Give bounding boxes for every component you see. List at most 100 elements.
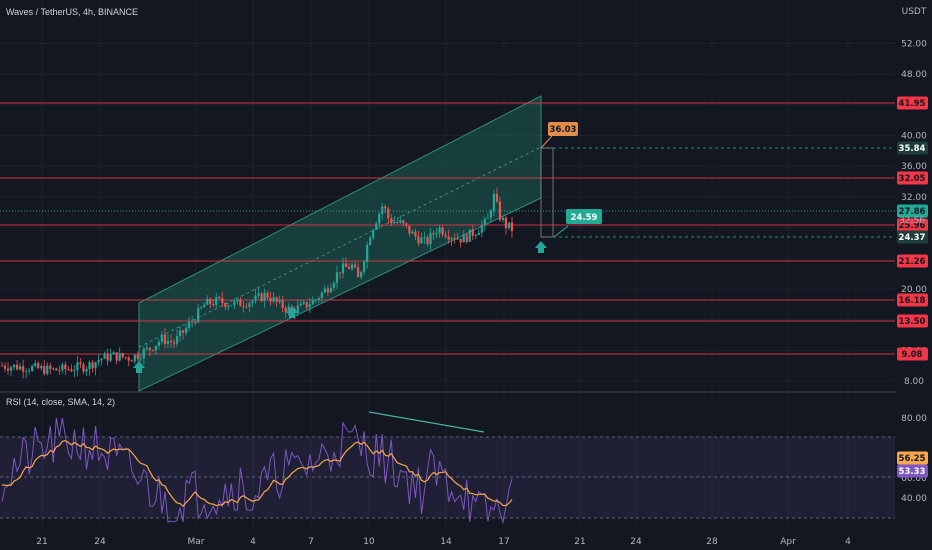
time-scale-bg — [0, 530, 932, 550]
candle-body — [296, 305, 299, 314]
candle-body — [76, 362, 79, 371]
level-tag-text: 41.95 — [899, 99, 926, 109]
candle-body — [402, 220, 405, 224]
candle-body — [97, 360, 100, 363]
candle-body — [58, 370, 61, 372]
candle-body — [94, 362, 97, 369]
candle-body — [456, 238, 459, 240]
price-tick-label: 40.00 — [901, 132, 927, 142]
candle-body — [332, 282, 336, 289]
buy-arrows — [133, 241, 547, 373]
candle-body — [432, 232, 435, 235]
rsi-indicator-title: RSI (14, close, SMA, 14, 2) — [6, 397, 116, 407]
candle-body — [109, 354, 112, 361]
level-tag — [897, 218, 928, 232]
candle-body — [64, 364, 67, 370]
rsi-sma-value-tag-text: 53.33 — [899, 467, 926, 477]
candle-body — [0, 365, 4, 367]
rsi-line — [1, 417, 513, 524]
candle-body — [338, 272, 342, 274]
candle-body — [269, 297, 272, 302]
up-arrow-icon — [535, 241, 547, 253]
callout-pointer — [540, 135, 553, 149]
candle-body — [314, 299, 317, 301]
candle-body — [486, 217, 489, 219]
candle-body — [435, 233, 438, 235]
price-scale: USDT52.0048.0044.0040.0036.0032.0028.002… — [897, 0, 932, 550]
candle-body — [215, 297, 218, 306]
candle-body — [347, 267, 351, 269]
candle-body — [70, 369, 73, 372]
candle-body — [136, 354, 139, 359]
candle-body — [103, 353, 106, 359]
candle-body — [287, 306, 290, 312]
level-tag-text: 21.26 — [899, 257, 926, 267]
price-tick-label: 52.00 — [901, 40, 927, 50]
candle-body — [260, 293, 263, 302]
candle-body — [411, 231, 414, 234]
candle-body — [112, 352, 115, 355]
candle-body — [308, 304, 311, 308]
candle-body — [366, 244, 369, 262]
candle-body — [426, 237, 429, 244]
countdown-label: 32:56 — [899, 216, 925, 226]
candle-body — [248, 303, 251, 308]
candle-body — [100, 358, 103, 361]
candle-body — [28, 370, 31, 372]
candle-body — [465, 234, 468, 242]
candle-body — [483, 218, 486, 226]
candle-body — [142, 349, 145, 359]
candle-body — [91, 362, 94, 369]
candle-body — [52, 368, 55, 370]
rsi-sma-line — [1, 439, 513, 508]
candle-body — [360, 271, 363, 278]
candle-body — [372, 229, 375, 238]
candle-body — [224, 302, 227, 308]
level-tag — [897, 96, 928, 110]
candle-body — [390, 218, 393, 224]
target-high-callout — [548, 122, 578, 136]
candle-body — [34, 363, 37, 367]
candle-body — [317, 298, 320, 300]
candle-body — [160, 334, 164, 342]
candle-body — [85, 368, 88, 372]
candle-body — [341, 263, 345, 274]
symbol-title: Waves / TetherUS, 4h, BINANCE — [6, 7, 139, 17]
price-tick-label: 36.00 — [901, 162, 927, 172]
candle-body — [233, 301, 236, 306]
candle-body — [480, 225, 483, 233]
candle-body — [510, 222, 514, 232]
channel-midline — [138, 146, 542, 348]
candle-body — [151, 349, 154, 351]
candle-body — [209, 298, 212, 305]
time-tick-label: 7 — [308, 537, 314, 547]
candle-body — [438, 227, 441, 234]
candle-body — [73, 370, 76, 372]
candle-body — [37, 363, 40, 369]
level-tag — [897, 293, 928, 307]
candle-body — [257, 293, 260, 296]
currency-label: USDT — [902, 7, 927, 17]
candle-body — [384, 206, 387, 209]
candle-body — [326, 288, 330, 293]
candle-body — [163, 334, 167, 344]
time-tick-label: 21 — [574, 537, 585, 547]
level-tag — [897, 171, 928, 185]
candle-body — [227, 305, 230, 308]
candle-body — [88, 362, 91, 369]
candle-body — [31, 366, 34, 371]
level-tag — [897, 254, 928, 268]
candle-body — [197, 308, 200, 323]
candle-body — [82, 364, 85, 372]
level-tag-text: 16.18 — [899, 296, 926, 306]
candle-body — [477, 232, 480, 235]
candle-body — [154, 345, 158, 351]
price-tick-label: 48.00 — [901, 70, 927, 80]
time-tick-label: 14 — [440, 537, 452, 547]
time-tick-label: 4 — [250, 537, 256, 547]
candle-body — [157, 341, 161, 346]
candle-body — [6, 368, 10, 371]
candle-body — [375, 223, 378, 230]
